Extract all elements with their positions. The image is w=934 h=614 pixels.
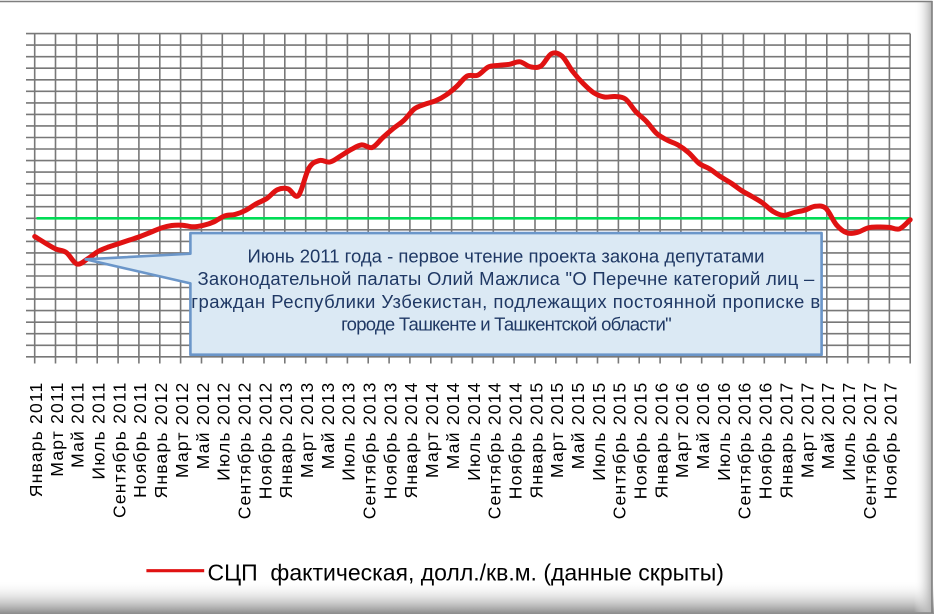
svg-text:Сентябрь 2011: Сентябрь 2011 bbox=[109, 382, 129, 519]
svg-text:Законодательной палаты Олий Ма: Законодательной палаты Олий Мажлиса "О П… bbox=[197, 268, 814, 289]
svg-text:Июль 2015: Июль 2015 bbox=[589, 382, 609, 481]
svg-text:Январь 2015: Январь 2015 bbox=[526, 382, 546, 499]
svg-text:Март 2016: Март 2016 bbox=[672, 382, 692, 478]
svg-text:Ноябрь 2013: Ноябрь 2013 bbox=[380, 382, 400, 500]
svg-text:Май 2015: Май 2015 bbox=[568, 382, 588, 470]
svg-text:Январь 2013: Январь 2013 bbox=[276, 382, 296, 499]
svg-text:Март 2013: Март 2013 bbox=[297, 382, 317, 478]
svg-text:Май 2016: Май 2016 bbox=[693, 382, 713, 470]
svg-text:Ноябрь 2017: Ноябрь 2017 bbox=[881, 382, 901, 500]
svg-text:Март 2012: Март 2012 bbox=[172, 382, 192, 478]
svg-text:Май 2011: Май 2011 bbox=[68, 382, 88, 468]
svg-text:Май 2017: Май 2017 bbox=[818, 382, 838, 470]
svg-text:Май 2012: Май 2012 bbox=[193, 382, 213, 470]
svg-text:Январь 2012: Январь 2012 bbox=[151, 382, 171, 499]
svg-text:Ноябрь 2011: Ноябрь 2011 bbox=[130, 382, 150, 498]
svg-text:Июль 2016: Июль 2016 bbox=[714, 382, 734, 481]
svg-text:Сентябрь 2014: Сентябрь 2014 bbox=[485, 381, 505, 519]
svg-text:Январь 2017: Январь 2017 bbox=[776, 382, 796, 499]
svg-text:Май 2014: Май 2014 bbox=[443, 382, 463, 470]
svg-text:Сентябрь 2013: Сентябрь 2013 bbox=[360, 382, 380, 520]
svg-text:Март 2015: Март 2015 bbox=[547, 382, 567, 478]
svg-text:Ноябрь 2012: Ноябрь 2012 bbox=[255, 382, 275, 500]
svg-text:Июль 2011: Июль 2011 bbox=[89, 382, 109, 480]
svg-text:Ноябрь 2016: Ноябрь 2016 bbox=[756, 382, 776, 500]
svg-text:Январь 2011: Январь 2011 bbox=[26, 382, 46, 498]
svg-text:Март 2011: Март 2011 bbox=[47, 382, 67, 477]
svg-text:Март 2017: Март 2017 bbox=[797, 382, 817, 478]
svg-text:Июнь 2011 года - первое чтение: Июнь 2011 года - первое чтение проекта з… bbox=[248, 245, 765, 266]
svg-text:городе Ташкенте и Ташкентской: городе Ташкенте и Ташкентской области" bbox=[341, 314, 671, 335]
svg-text:Ноябрь 2015: Ноябрь 2015 bbox=[631, 382, 651, 500]
svg-text:Июль 2013: Июль 2013 bbox=[339, 382, 359, 481]
svg-text:Июль 2012: Июль 2012 bbox=[214, 382, 234, 481]
svg-text:Сентябрь 2012: Сентябрь 2012 bbox=[235, 382, 255, 520]
svg-text:Сентябрь 2017: Сентябрь 2017 bbox=[860, 382, 880, 520]
svg-text:Июль 2014: Июль 2014 bbox=[464, 382, 484, 481]
svg-text:Январь 2016: Январь 2016 bbox=[651, 382, 671, 499]
svg-text:Сентябрь 2016: Сентябрь 2016 bbox=[735, 382, 755, 520]
svg-text:граждан Республики Узбекистан,: граждан Республики Узбекистан, подлежащи… bbox=[191, 291, 820, 312]
svg-text:Июль 2017: Июль 2017 bbox=[839, 382, 859, 481]
svg-text:Сентябрь 2015: Сентябрь 2015 bbox=[610, 382, 630, 520]
svg-text:Май 2013: Май 2013 bbox=[318, 382, 338, 470]
svg-text:Январь 2014: Январь 2014 bbox=[401, 382, 421, 499]
svg-text:Март 2014: Март 2014 bbox=[422, 381, 442, 477]
svg-text:Ноябрь 2014: Ноябрь 2014 bbox=[505, 382, 525, 500]
svg-text:СЦП фактическая, долл./кв.м.: СЦП фактическая, долл./кв.м. (данные скр… bbox=[208, 560, 724, 586]
